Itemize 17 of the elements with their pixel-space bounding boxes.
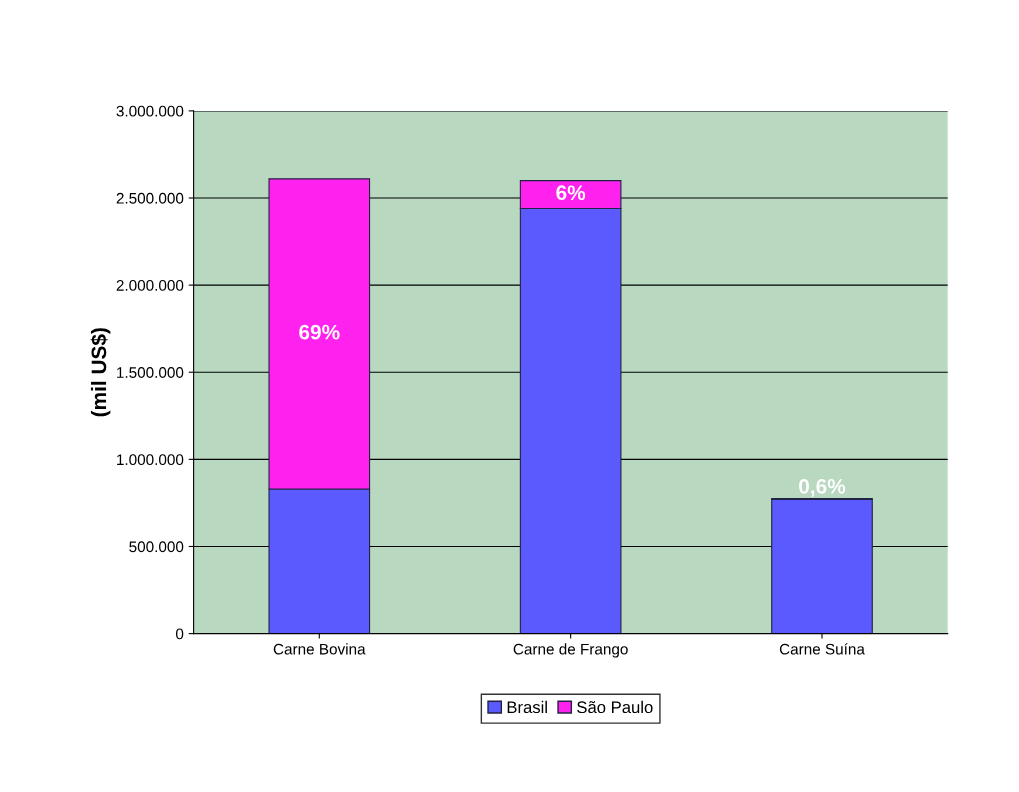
y-tick-label: 500.000	[129, 541, 184, 553]
y-tick-label: 1.500.000	[117, 367, 184, 378]
legend-label: Brasil	[507, 700, 547, 714]
y-tick-label: 0	[175, 628, 184, 640]
annotation: 0,6%	[799, 478, 846, 497]
annotation: 6%	[556, 185, 586, 201]
annotation: 69%	[299, 324, 340, 340]
y-tick-label: 2.000.000	[116, 279, 184, 291]
legend-label: São Paulo	[577, 700, 653, 714]
y-axis-title: (mil US$)	[90, 328, 111, 417]
x-tick-label: Carne Suína	[779, 643, 865, 655]
x-tick-label: Carne Bovina	[273, 643, 366, 655]
bar	[771, 498, 873, 634]
y-tick-label: 3.000.000	[116, 105, 184, 117]
x-tick-label: Carne de Frango	[513, 643, 628, 658]
y-tick-label: 1.000.000	[117, 454, 184, 466]
y-tick-label: 2.500.000	[116, 192, 184, 204]
